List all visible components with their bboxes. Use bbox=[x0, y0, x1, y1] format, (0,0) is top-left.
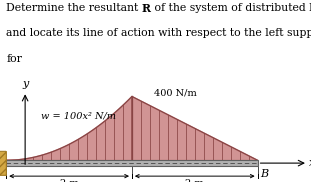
Text: x: x bbox=[309, 158, 311, 168]
Text: 2 m: 2 m bbox=[60, 179, 78, 182]
Text: R: R bbox=[142, 3, 151, 13]
Bar bbox=[6, 160, 258, 166]
Text: Determine the resultant: Determine the resultant bbox=[6, 3, 142, 13]
Text: and locate its line of action with respect to the left support: and locate its line of action with respe… bbox=[6, 28, 311, 38]
Text: B: B bbox=[260, 169, 268, 179]
FancyBboxPatch shape bbox=[0, 151, 6, 175]
Text: w = 100x² N/m: w = 100x² N/m bbox=[41, 112, 116, 121]
Text: R: R bbox=[142, 3, 151, 13]
Text: Determine the resultant: Determine the resultant bbox=[6, 3, 142, 13]
Text: y: y bbox=[22, 79, 28, 89]
Text: 400 N/m: 400 N/m bbox=[154, 89, 197, 98]
Text: for: for bbox=[6, 54, 22, 64]
Polygon shape bbox=[6, 96, 132, 160]
Text: 2 m: 2 m bbox=[185, 179, 204, 182]
Text: of the system of distributed loads: of the system of distributed loads bbox=[151, 3, 311, 13]
Polygon shape bbox=[132, 96, 258, 160]
